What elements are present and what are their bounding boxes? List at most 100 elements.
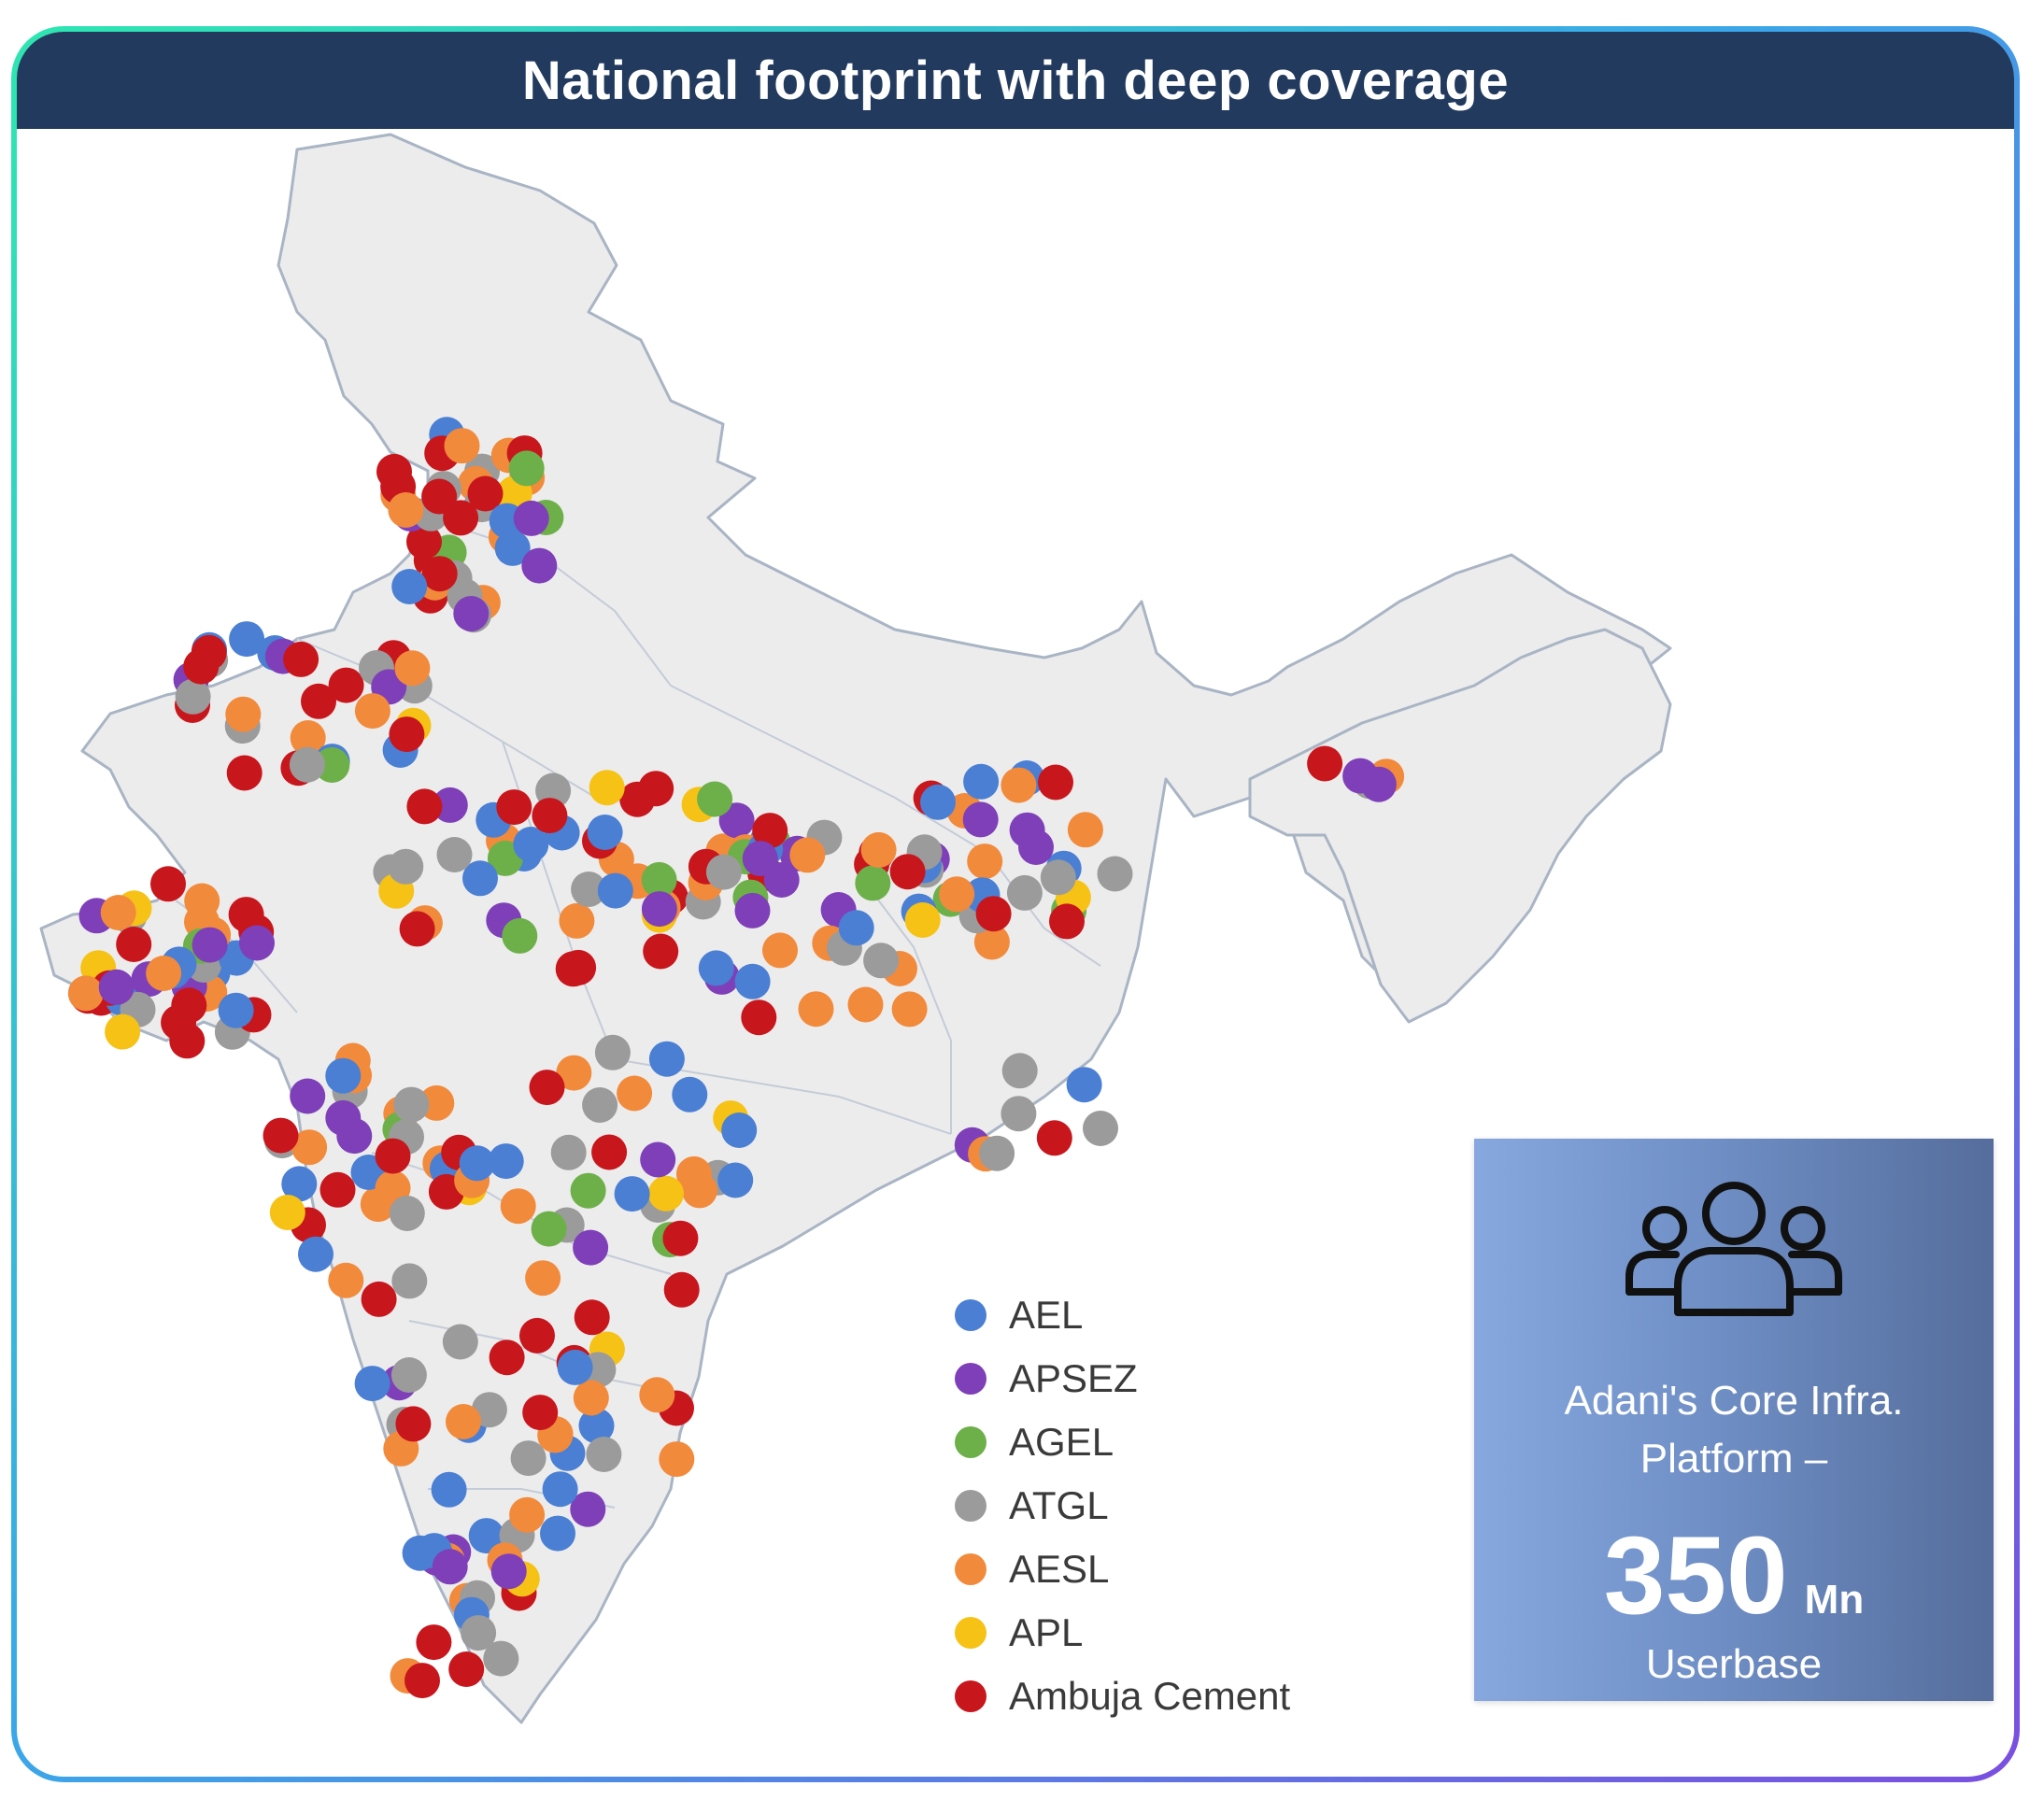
map-marker [570,1172,606,1209]
map-marker [542,1471,578,1508]
map-marker [752,813,788,849]
map-marker [421,556,458,592]
userbase-unit: Mn [1804,1577,1865,1623]
map-marker [391,569,428,604]
map-marker [838,910,874,946]
map-marker [298,1236,334,1272]
map-marker [116,927,152,962]
card-frame: National footprint with deep coverage [11,26,2020,1782]
info-line-2: Platform – [1639,1436,1828,1481]
map-marker [388,848,424,885]
map-marker [672,1076,708,1113]
map-marker [461,1615,497,1651]
map-marker [405,1663,440,1699]
map-marker [697,781,733,817]
map-marker [432,1549,468,1585]
india-northeast-shape [1248,628,1672,1024]
map-marker [721,1113,758,1148]
map-marker [301,683,336,719]
userbase-value: 350 Mn [1474,1512,1994,1639]
map-marker [169,1023,206,1059]
map-marker [574,1299,610,1336]
map-marker [443,500,479,536]
map-marker [175,678,211,715]
map-marker [228,897,264,933]
legend-item: APL [955,1601,1366,1665]
map-marker [1036,1120,1072,1156]
map-marker [591,1134,628,1170]
map-marker [734,892,771,928]
legend-swatch [955,1680,987,1712]
map-marker [1342,758,1379,794]
map-marker [920,784,956,820]
map-marker [361,1281,397,1317]
map-marker [582,1087,618,1123]
legend-swatch [955,1617,987,1649]
map-marker [638,771,674,807]
map-marker [226,755,263,791]
map-marker [1006,874,1043,911]
map-marker [963,763,1000,800]
map-marker [573,1229,609,1266]
map-marker [432,787,468,823]
map-marker [639,1377,675,1413]
map-marker [183,648,220,685]
map-marker [416,1624,452,1661]
map-marker [698,950,734,986]
legend-label: ATGL [1009,1483,1109,1527]
map-marker [614,1176,650,1212]
map-marker [798,991,834,1028]
map-marker [448,1651,485,1687]
map-marker [468,1518,504,1554]
legend-label: Ambuja Cement [1009,1674,1291,1718]
info-line-3: Userbase [1645,1641,1823,1687]
page-title: National footprint with deep coverage [521,50,1510,111]
map-marker [741,999,777,1036]
map-marker [290,720,326,756]
map-marker [519,1317,555,1354]
legend-swatch [955,1363,987,1395]
map-marker [529,1070,565,1106]
map-marker [573,1380,609,1416]
map-marker [500,1188,536,1225]
map-marker [325,1057,362,1094]
legend-label: APSEZ [1009,1356,1138,1400]
map-marker [171,987,207,1024]
map-marker [904,902,941,938]
map-marker [467,475,504,512]
map-marker [847,986,884,1023]
map-marker [863,943,900,979]
map-marker [67,975,104,1012]
map-marker [1001,767,1037,803]
map-marker [218,992,254,1028]
map-marker [522,1395,559,1431]
map-marker [525,1260,561,1297]
map-marker [532,798,568,834]
map-marker [325,1099,362,1136]
legend-label: APL [1009,1610,1084,1654]
map-marker [556,1055,592,1091]
legend-swatch [955,1426,987,1458]
legend-item: Ambuja Cement [955,1665,1366,1728]
map-marker [648,1041,685,1077]
map-marker [419,1084,455,1121]
map-marker [659,1441,695,1478]
map-marker [395,1406,432,1442]
map-marker [229,621,265,658]
map-marker [513,500,549,536]
map-marker [483,1640,519,1677]
map-marker [521,547,558,584]
userbase-info-box: Adani's Core Infra. Platform – 350 Mn Use… [1474,1139,1994,1701]
map-marker [393,1086,430,1123]
map-marker [513,827,549,862]
map-marker [860,831,897,868]
map-marker [421,478,458,515]
map-marker [281,1166,318,1202]
map-marker [1038,764,1073,801]
map-marker [641,861,677,898]
map-marker [718,802,755,839]
map-marker [1083,1111,1118,1146]
map-marker [289,746,325,783]
map-marker [494,530,531,566]
map-marker [436,837,473,872]
